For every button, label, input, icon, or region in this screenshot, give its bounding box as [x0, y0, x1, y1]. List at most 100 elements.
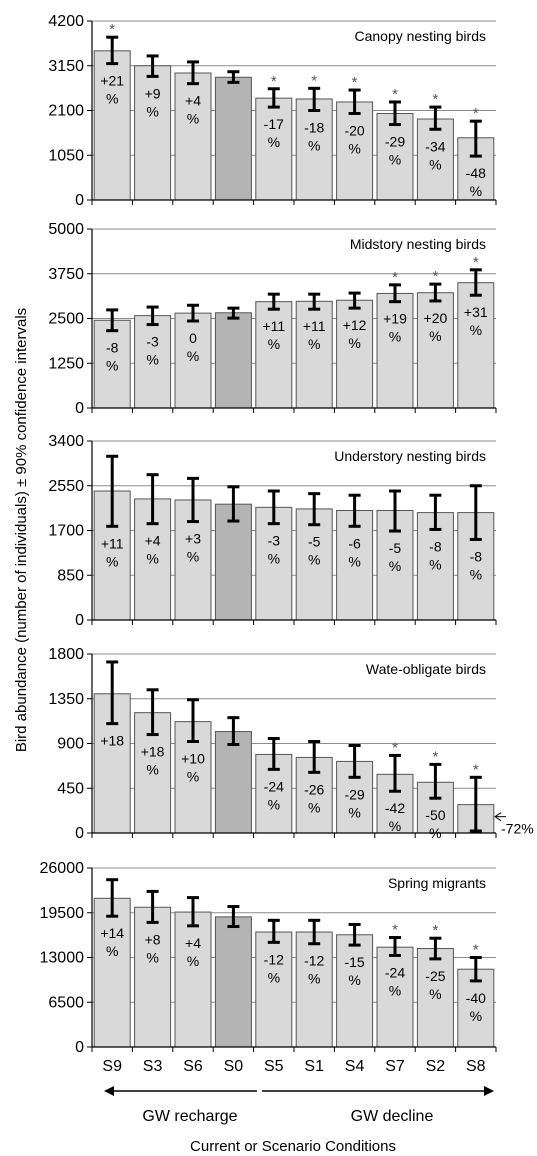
significance-star: *: [473, 254, 479, 271]
percent-label: +9%: [145, 85, 161, 119]
category-label: S3: [143, 1058, 163, 1075]
y-tick-label: 5000: [48, 221, 84, 238]
percent-label: -8%: [106, 340, 119, 374]
category-label: S9: [102, 1058, 122, 1075]
percent-label: -12%: [264, 951, 284, 985]
bar: [214, 76, 252, 201]
y-tick-label: 0: [75, 1039, 84, 1056]
significance-star: *: [392, 86, 398, 103]
percent-label: -25%: [425, 968, 445, 1002]
gw-recharge-label: GW recharge: [142, 1108, 237, 1125]
percent-label: +20%: [424, 310, 448, 344]
bar: [336, 299, 374, 409]
category-label: S2: [426, 1058, 446, 1075]
category-label: S4: [345, 1058, 365, 1075]
x-axis-label: Current or Scenario Conditions: [190, 1138, 396, 1155]
percent-label: +19%: [383, 311, 407, 345]
bar: [134, 906, 172, 1048]
bar: [295, 931, 333, 1048]
significance-star: *: [432, 268, 438, 285]
percent-label: -29%: [385, 134, 405, 168]
category-label: S5: [264, 1058, 284, 1075]
y-tick-label: 1050: [48, 147, 84, 164]
percent-label: +4%: [145, 533, 161, 567]
y-tick-label: 19500: [40, 905, 85, 922]
percent-label: -34%: [425, 138, 445, 172]
gw-decline-arrowhead: [484, 1086, 494, 1096]
panel-title: Midstory nesting birds: [350, 236, 486, 252]
outside-label-arrowhead: [494, 812, 502, 822]
category-label: S0: [224, 1058, 244, 1075]
significance-star: *: [392, 922, 398, 939]
bar: [416, 118, 454, 201]
y-tick-label: 850: [57, 567, 84, 584]
bar: [336, 101, 374, 201]
bar: [174, 911, 212, 1048]
percent-label: +3%: [185, 531, 201, 565]
percent-label: -8%: [429, 538, 442, 572]
percent-label: -40%: [466, 990, 486, 1024]
y-tick-label: 4200: [48, 13, 84, 30]
y-tick-label: 0: [75, 192, 84, 209]
significance-star: *: [352, 74, 358, 91]
x-axis: S9 S3 S6 S0 S5 S1 S4 S7 S2 S8: [102, 1058, 485, 1075]
bar: [336, 509, 374, 621]
percent-label: +10%: [181, 751, 205, 785]
percent-label: -42%: [385, 800, 405, 834]
percent-label: -24%: [385, 964, 405, 998]
percent-label: +11%: [101, 535, 124, 569]
percent-label: +21%: [100, 73, 124, 107]
panel-title: Canopy nesting birds: [354, 28, 486, 44]
percent-label: -3%: [146, 334, 159, 368]
percent-label: -6%: [348, 535, 361, 569]
significance-star: *: [109, 21, 115, 38]
percent-label: -3%: [268, 533, 281, 567]
percent-label: +18: [100, 733, 124, 749]
panel-title: Understory nesting birds: [334, 448, 486, 464]
percent-label: -20%: [344, 122, 364, 156]
significance-star: *: [473, 105, 479, 122]
panel-4: 0 450 900 1350 1800 * * * +18 +18 % +10 % -24 % -26 % -29…: [48, 646, 533, 842]
bar: [336, 934, 374, 1048]
y-tick-label: 0: [75, 825, 84, 842]
gw-decline-label: GW decline: [351, 1108, 434, 1125]
percent-label: -29%: [344, 786, 364, 820]
panel-1: 0 1050 2100 3150 4200 * * * * * * * +21% +9 % +4% -17 % -1…: [48, 13, 497, 209]
y-tick-label: 3400: [48, 433, 84, 450]
percent-label: +31%: [464, 304, 488, 338]
percent-label: -48%: [466, 165, 486, 199]
bar: [214, 731, 252, 834]
panels: 0 1050 2100 3150 4200 * * * * * * * +21% +9 % +4% -17 % -1…: [40, 13, 534, 1056]
significance-star: *: [432, 91, 438, 108]
y-tick-label: 6500: [48, 994, 84, 1011]
percent-label: -8%: [470, 548, 483, 582]
percent-label: +11%: [262, 318, 285, 352]
panel-3: 0 850 1700 2550 3400 +11 % +4 % +3 % -3 % -5 % -6 % -5 % -8…: [48, 433, 497, 629]
category-label: S6: [183, 1058, 203, 1075]
scenario-arrows: GW recharge GW decline: [104, 1086, 494, 1125]
category-label: S1: [304, 1058, 324, 1075]
bar: [255, 506, 293, 621]
y-tick-label: 1700: [48, 523, 84, 540]
bar: [214, 312, 252, 409]
bar: [93, 50, 131, 201]
percent-label: -5%: [389, 540, 402, 574]
significance-star: *: [271, 73, 277, 90]
bar: [255, 931, 293, 1048]
percent-label: -26%: [304, 781, 324, 815]
significance-star: *: [432, 748, 438, 765]
category-label: S8: [466, 1058, 486, 1075]
percent-label: -12%: [304, 953, 324, 987]
panel-5: 0 6500 13000 19500 26000 * * * +14 % +8 % +4% -12 % -12…: [40, 860, 497, 1056]
y-tick-label: 1800: [48, 646, 84, 663]
bar: [457, 282, 495, 409]
panel-2: 0 1250 2500 3750 5000 * * * -8 % -3 % 0 % +11 % +11 % +12%…: [48, 221, 497, 417]
percent-label: +4%: [185, 935, 201, 969]
percent-label: +12%: [343, 317, 367, 351]
y-tick-label: 2100: [48, 103, 84, 120]
percent-label: -18%: [304, 120, 324, 154]
panel-title: Wate-obligate birds: [366, 661, 486, 677]
y-tick-label: 13000: [40, 950, 85, 967]
y-tick-label: 450: [57, 780, 84, 797]
